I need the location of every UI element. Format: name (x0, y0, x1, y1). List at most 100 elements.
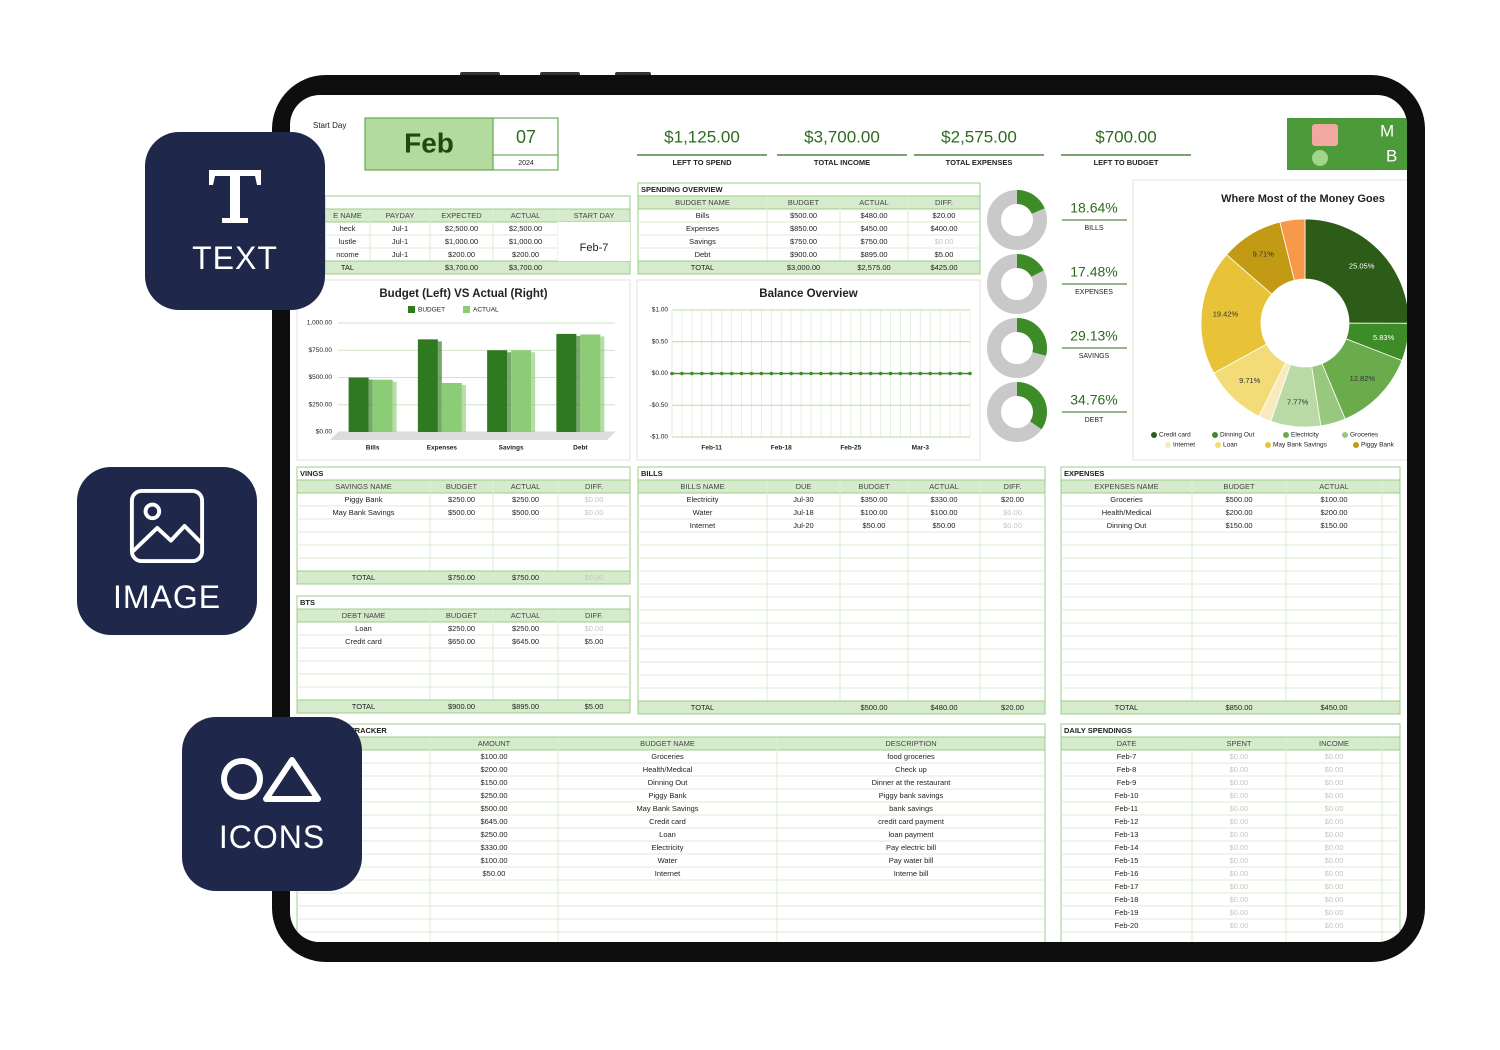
logo-text: M (1380, 121, 1394, 140)
column-header: BILLS NAME (680, 482, 724, 491)
logo-text: B (1386, 146, 1397, 165)
logo-icon (1312, 150, 1328, 166)
x-tick-label: Mar-3 (912, 445, 930, 452)
table-cell: Dinner at the restaurant (872, 778, 952, 787)
table-cell: $5.00 (935, 250, 954, 259)
table-cell: food groceries (887, 752, 935, 761)
total-cell: $480.00 (930, 703, 957, 712)
logo-icon (1312, 124, 1338, 146)
table-cell: $50.00 (863, 521, 886, 530)
column-header: AMOUNT (478, 739, 511, 748)
tablet-button (540, 72, 580, 76)
pie-slice (1279, 218, 1306, 281)
legend-swatch (408, 306, 415, 313)
legend-label: ACTUAL (473, 307, 499, 314)
donut-arc (1016, 190, 1045, 215)
column-header: ACTUAL (511, 211, 541, 220)
table-cell: $0.00 (1230, 895, 1249, 904)
table-cell: $0.00 (585, 508, 604, 517)
day-box (492, 117, 559, 171)
table-cell: $200.00 (1320, 508, 1347, 517)
table-cell: bank savings (889, 804, 933, 813)
bar-side (368, 379, 373, 432)
ratio-value: 34.76% (1070, 392, 1117, 408)
point (709, 371, 714, 376)
table-total-row (1060, 700, 1401, 715)
table-cell: $250.00 (448, 495, 475, 504)
table-cell: $200.00 (480, 765, 507, 774)
table-cell: heck (340, 224, 356, 233)
tablet-button (460, 72, 500, 76)
table-cell: $0.00 (1325, 895, 1344, 904)
ratio-label: SAVINGS (1079, 353, 1110, 360)
table-cell: Expenses (686, 224, 719, 233)
point (918, 371, 923, 376)
table-cell: $150.00 (1225, 521, 1252, 530)
table-cell: $250.00 (448, 624, 475, 633)
column-header: ACTUAL (511, 482, 541, 491)
table-header-row (637, 195, 981, 210)
table-cell: Loan (355, 624, 372, 633)
table-cell: lustle (339, 237, 357, 246)
table-cell: Feb-20 (1115, 921, 1139, 930)
table-cell: $500.00 (1225, 495, 1252, 504)
start-day-value: Feb-7 (580, 242, 609, 254)
total-cell: $20.00 (1001, 703, 1024, 712)
bar-side (507, 352, 512, 432)
table-cell: Feb-16 (1115, 869, 1139, 878)
y-tick-label: $0.50 (652, 338, 669, 345)
legend-label: Loan (1223, 442, 1238, 449)
ratio-label: DEBT (1085, 417, 1104, 424)
legend-swatch (1215, 442, 1221, 448)
month-box (364, 117, 494, 171)
x-tick-label: Feb-18 (771, 445, 792, 452)
table-cell: $0.00 (1230, 856, 1249, 865)
badge-label: ICONS (218, 818, 326, 855)
table-cell: $0.00 (1325, 908, 1344, 917)
table-cell: Debt (695, 250, 712, 259)
shapes-icon (221, 756, 321, 802)
column-header: BUDGET NAME (675, 198, 730, 207)
table-cell: $1,000.00 (445, 237, 478, 246)
table-cell: May Bank Savings (636, 804, 698, 813)
slice-label: 25.05% (1349, 262, 1375, 271)
table-cell: $500.00 (512, 508, 539, 517)
point (680, 371, 684, 376)
table-cell: Bills (696, 211, 710, 220)
bar-side (392, 381, 397, 432)
table-header-row (296, 608, 631, 623)
point (928, 371, 933, 376)
total-cell: $3,700.00 (445, 263, 478, 272)
point (779, 371, 784, 376)
ratio-label: BILLS (1084, 225, 1103, 232)
table-cell: $330.00 (930, 495, 957, 504)
table-cell: $350.00 (860, 495, 887, 504)
table-cell: $900.00 (790, 250, 817, 259)
column-header: DATE (1117, 739, 1136, 748)
point (948, 371, 952, 376)
point (739, 371, 744, 376)
point (769, 371, 774, 376)
point (700, 371, 704, 376)
kpi-value: $700.00 (1095, 127, 1156, 146)
slice-label: 5.83% (1373, 333, 1395, 342)
bar-side (576, 335, 581, 432)
column-header: DIFF. (935, 198, 953, 207)
x-tick-label: Feb-11 (701, 445, 722, 452)
chart-floor (330, 432, 615, 440)
total-cell: $900.00 (448, 702, 475, 711)
point (729, 371, 734, 376)
table-header-row (324, 208, 631, 223)
y-tick-label: $0.00 (316, 429, 333, 436)
table-cell: $0.00 (1325, 791, 1344, 800)
table-cell: Jul-30 (793, 495, 813, 504)
total-label: TAL (341, 263, 354, 272)
point (898, 371, 903, 376)
total-cell: $425.00 (930, 263, 957, 272)
bar (580, 334, 601, 432)
column-header: EXPECTED (441, 211, 482, 220)
column-header: DIFF. (585, 611, 603, 620)
y-tick-label: $750.00 (309, 347, 333, 354)
table-cell: $0.00 (1230, 921, 1249, 930)
ratio-label: EXPENSES (1075, 289, 1113, 296)
